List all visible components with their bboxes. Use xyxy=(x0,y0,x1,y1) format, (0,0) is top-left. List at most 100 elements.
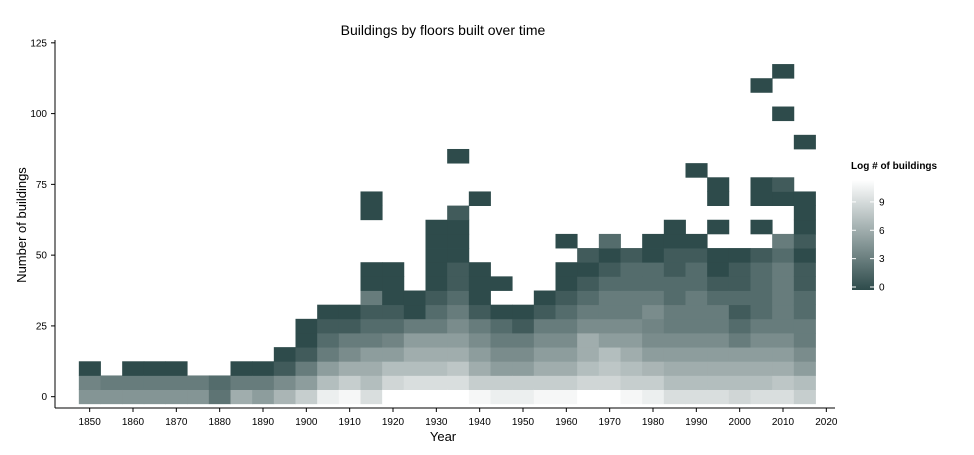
heatmap-cell xyxy=(772,347,795,362)
heatmap-cell xyxy=(793,191,816,206)
heatmap-cell xyxy=(555,304,578,320)
legend-ticks: 0 3 6 9 xyxy=(852,197,885,294)
heatmap-cell xyxy=(447,248,470,263)
heatmap-cell xyxy=(642,347,665,362)
heatmap-cell xyxy=(728,304,751,320)
heatmap-cell xyxy=(468,290,491,306)
heatmap-cell xyxy=(728,332,751,348)
heatmap-cell xyxy=(577,276,600,291)
legend-tick-label: 0 xyxy=(879,283,885,294)
heatmap-cell xyxy=(468,361,491,376)
heatmap-cell xyxy=(425,262,448,277)
heatmap-cell xyxy=(663,304,686,320)
heatmap-cell xyxy=(100,375,123,390)
heatmap-cell xyxy=(425,219,448,235)
heatmap-cell xyxy=(447,148,470,164)
heatmap-cell xyxy=(598,375,621,390)
heatmap-cell xyxy=(382,304,405,320)
heatmap-cell xyxy=(317,332,340,348)
heatmap-cell xyxy=(750,219,773,235)
heatmap-cell xyxy=(425,389,448,405)
heatmap-cell xyxy=(750,389,773,405)
heatmap-cell xyxy=(273,347,296,362)
heatmap-cell xyxy=(555,375,578,390)
heatmap-cell xyxy=(490,375,513,390)
heatmap-cell xyxy=(447,318,470,334)
x-tick-label: 1950 xyxy=(512,417,535,428)
heatmap-cell xyxy=(338,304,361,320)
heatmap-cell xyxy=(252,375,275,390)
x-tick-label: 1860 xyxy=(122,417,145,428)
y-tick-label: 0 xyxy=(41,392,47,403)
heatmap-cell xyxy=(360,389,383,405)
heatmap-cell xyxy=(663,375,686,390)
x-tick-label: 1850 xyxy=(79,417,102,428)
heatmap-cell xyxy=(555,233,578,249)
heatmap-cell xyxy=(707,177,730,192)
heatmap-cell xyxy=(577,361,600,376)
heatmap-cell xyxy=(468,262,491,277)
heatmap-cell xyxy=(512,375,535,390)
heatmap-cell xyxy=(143,361,166,376)
heatmap-cell xyxy=(555,361,578,376)
heatmap-cell xyxy=(555,290,578,306)
heatmap-cell xyxy=(533,389,556,405)
heatmap-cell xyxy=(663,318,686,334)
heatmap-cell xyxy=(685,347,708,362)
heatmap-cell xyxy=(793,290,816,306)
legend-colorbar xyxy=(852,180,874,290)
heatmap-cell xyxy=(360,347,383,362)
heatmap-cell xyxy=(555,276,578,291)
heatmap-cell xyxy=(295,332,318,348)
heatmap-cell xyxy=(360,318,383,334)
heatmap-cell xyxy=(598,276,621,291)
heatmap-cell xyxy=(642,290,665,306)
heatmap-cell xyxy=(685,276,708,291)
heatmap-cell xyxy=(772,64,795,79)
heatmap-cell xyxy=(317,318,340,334)
heatmap-cell xyxy=(620,361,643,376)
heatmap-cell xyxy=(577,375,600,390)
heatmap-cell xyxy=(143,375,166,390)
heatmap-cell xyxy=(793,361,816,376)
x-tick-label: 1930 xyxy=(425,417,448,428)
heatmap-cell xyxy=(273,375,296,390)
x-tick-label: 1920 xyxy=(382,417,405,428)
heatmap-cell xyxy=(490,347,513,362)
heatmap-cell xyxy=(620,347,643,362)
heatmap-cell xyxy=(468,347,491,362)
heatmap-cell xyxy=(598,361,621,376)
heatmap-cell xyxy=(555,262,578,277)
heatmap-cell xyxy=(555,332,578,348)
x-axis-ticks: 1850 1860 1870 1880 1890 1900 1910 1920 1930 1940… xyxy=(79,408,838,428)
chart-title: Buildings by floors built over time xyxy=(341,22,546,38)
heatmap-cell xyxy=(707,290,730,306)
heatmap-cell xyxy=(382,290,405,306)
heatmap-cell xyxy=(598,262,621,277)
heatmap-cell xyxy=(295,347,318,362)
x-tick-label: 2000 xyxy=(729,417,752,428)
heatmap-cell xyxy=(750,248,773,263)
heatmap-cell xyxy=(468,276,491,291)
heatmap-cell xyxy=(230,375,253,390)
heatmap-cell xyxy=(577,332,600,348)
heatmap-cell xyxy=(317,347,340,362)
heatmap-cell xyxy=(663,233,686,249)
heatmap-cell xyxy=(772,304,795,320)
heatmap-cell xyxy=(338,318,361,334)
heatmap-cell xyxy=(403,318,426,334)
y-tick-label: 125 xyxy=(30,38,47,49)
heatmap-cell xyxy=(728,262,751,277)
heatmap-cell xyxy=(425,276,448,291)
y-tick-label: 100 xyxy=(30,109,47,120)
heatmap-cell xyxy=(295,375,318,390)
heatmap-cell xyxy=(707,332,730,348)
heatmap-cell xyxy=(143,389,166,405)
x-tick-label: 1990 xyxy=(685,417,708,428)
x-tick-label: 1980 xyxy=(642,417,665,428)
heatmap-cell xyxy=(533,332,556,348)
heatmap-cell xyxy=(685,318,708,334)
heatmap-cell xyxy=(338,332,361,348)
heatmap-cell xyxy=(772,177,795,192)
heatmap-cell xyxy=(468,389,491,405)
